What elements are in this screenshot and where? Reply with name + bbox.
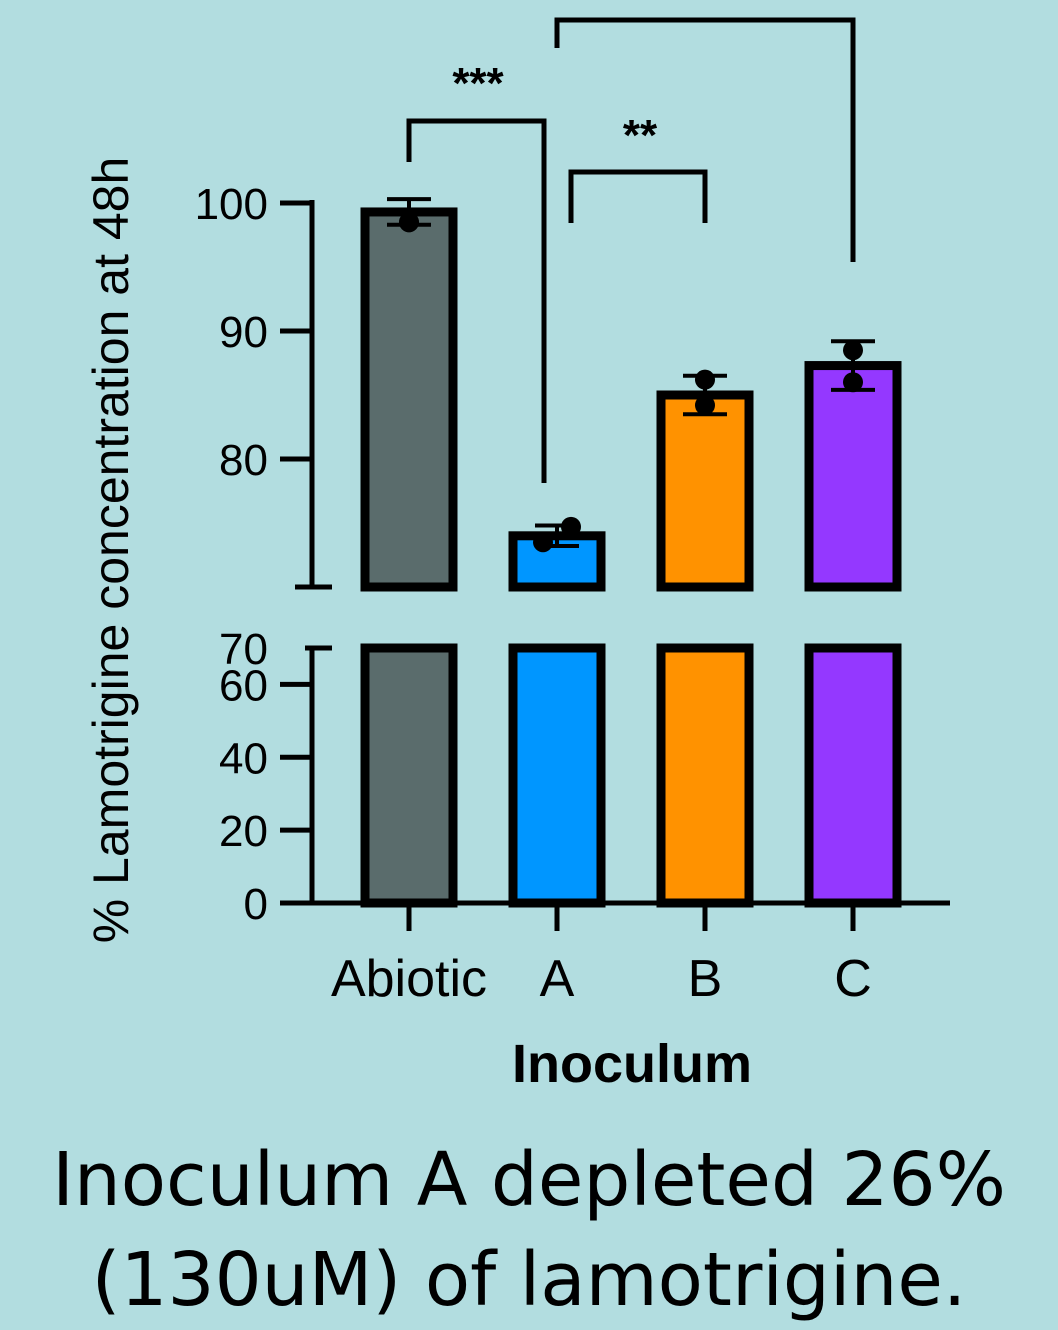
x-tick-label-C: C	[834, 950, 872, 1008]
y-tick-label-60: 60	[219, 661, 268, 710]
significance-bracket-A-C	[554, 17, 856, 262]
x-tick-label-B: B	[688, 950, 723, 1008]
bar-upper-Abiotic	[360, 207, 458, 592]
significance-bracket-A-B	[568, 169, 708, 223]
y-tick-label-40: 40	[219, 734, 268, 783]
data-point-C-1	[843, 340, 863, 361]
x-tick-label-A: A	[540, 950, 575, 1008]
y-axis-title: % Lamotrigine concentration at 48h	[83, 157, 139, 944]
significance-label-Abiotic-A: ***	[452, 59, 504, 108]
bar-upper-B	[656, 390, 754, 592]
y-tick-label-90: 90	[219, 308, 268, 357]
significance-bracket-Abiotic-A	[406, 118, 547, 483]
caption-line-1: Inoculum A depleted 26%	[52, 1137, 1006, 1223]
data-point-C-2	[843, 372, 863, 393]
caption: Inoculum A depleted 26% (130uM) of lamot…	[0, 1130, 1058, 1330]
y-tick-label-20: 20	[219, 807, 268, 856]
bar-lower-A	[508, 643, 606, 908]
data-point-Abiotic-2	[399, 212, 419, 233]
x-axis-title: Inoculum	[512, 1034, 752, 1094]
caption-line-2: (130uM) of lamotrigine.	[91, 1237, 967, 1323]
y-tick-label-100: 100	[195, 180, 268, 229]
data-point-B-1	[695, 369, 715, 390]
bar-lower-C	[804, 643, 902, 908]
data-point-A-1	[533, 532, 553, 553]
y-tick-label-70: 70	[219, 625, 268, 674]
significance-label-A-B: **	[623, 111, 658, 160]
bar-lower-B	[656, 643, 754, 908]
y-tick-label-0: 0	[244, 880, 268, 929]
data-point-B-2	[695, 395, 715, 416]
data-point-A-2	[561, 516, 581, 537]
y-tick-label-80: 80	[219, 436, 268, 485]
x-tick-label-Abiotic: Abiotic	[331, 950, 487, 1008]
bar-upper-C	[804, 361, 902, 592]
bar-lower-Abiotic	[360, 643, 458, 908]
